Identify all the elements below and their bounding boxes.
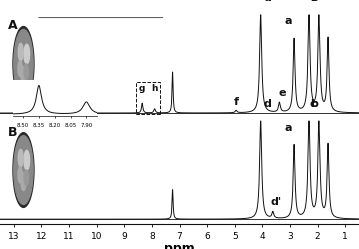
Text: d': d' [270, 197, 281, 207]
Circle shape [14, 29, 33, 98]
Text: f: f [234, 97, 239, 107]
Text: e: e [279, 88, 286, 98]
Circle shape [24, 64, 28, 80]
Text: g: g [139, 84, 145, 93]
Text: a: a [285, 123, 292, 132]
Circle shape [21, 67, 26, 84]
Circle shape [24, 44, 29, 64]
Circle shape [18, 167, 22, 183]
Text: A: A [8, 19, 18, 32]
X-axis label: ppm: ppm [164, 242, 195, 249]
Circle shape [24, 170, 28, 186]
Bar [136, 82, 160, 114]
Text: d: d [264, 0, 271, 3]
Text: d: d [264, 99, 271, 109]
Text: c: c [309, 99, 316, 109]
Text: h: h [151, 84, 158, 93]
Text: c: c [309, 0, 316, 3]
Circle shape [18, 43, 23, 61]
Text: a: a [285, 16, 292, 26]
Text: b: b [310, 0, 318, 3]
Text: B: B [8, 125, 18, 139]
Circle shape [14, 136, 33, 204]
Circle shape [21, 173, 26, 191]
Circle shape [18, 61, 22, 77]
Circle shape [18, 149, 23, 167]
Circle shape [24, 150, 29, 170]
Text: b: b [310, 99, 318, 109]
Circle shape [13, 27, 34, 101]
Circle shape [13, 133, 34, 207]
